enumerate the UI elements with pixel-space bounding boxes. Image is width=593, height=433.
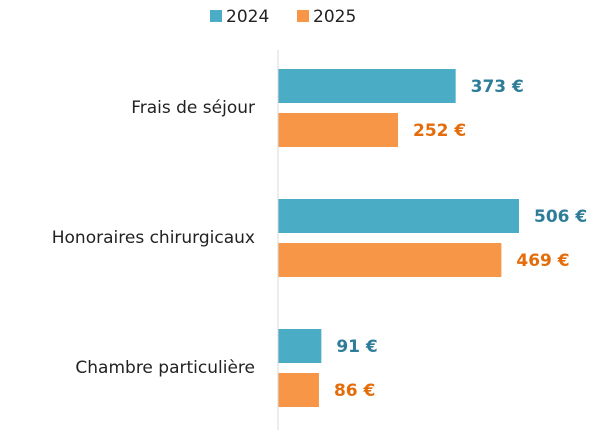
value-label: 91 €: [336, 337, 377, 357]
bar: [278, 373, 319, 407]
legend-swatch: [297, 10, 309, 22]
legend-label: 2025: [313, 7, 356, 27]
category-label: Frais de séjour: [131, 98, 255, 118]
value-label: 506 €: [534, 207, 587, 227]
value-label: 373 €: [471, 77, 524, 97]
bar: [278, 69, 456, 103]
category-label: Honoraires chirurgicaux: [52, 228, 255, 248]
legend-label: 2024: [226, 7, 269, 27]
value-label: 252 €: [413, 121, 466, 141]
bar: [278, 199, 519, 233]
bar: [278, 243, 502, 277]
legend-swatch: [210, 10, 222, 22]
bar: [278, 113, 399, 147]
category-label: Chambre particulière: [75, 358, 255, 378]
value-label: 469 €: [516, 251, 569, 271]
bar: [278, 329, 322, 363]
value-label: 86 €: [334, 381, 375, 401]
